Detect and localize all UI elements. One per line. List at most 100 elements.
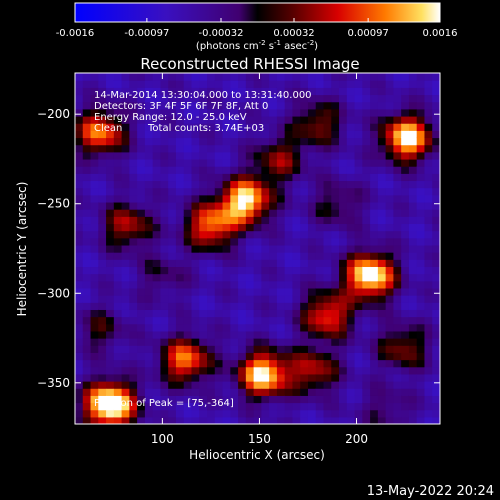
heatmap-cell [292, 158, 301, 167]
heatmap-cell [424, 402, 433, 411]
heatmap-cell [144, 259, 154, 268]
heatmap-cell [137, 173, 146, 182]
heatmap-cell [144, 137, 154, 146]
heatmap-cell [207, 316, 216, 325]
heatmap-cell [424, 416, 433, 424]
heatmap-cell [191, 108, 200, 117]
heatmap-cell [238, 252, 247, 260]
heatmap-cell [207, 80, 216, 88]
heatmap-cell [222, 87, 231, 96]
heatmap-cell [144, 273, 154, 282]
heatmap-cell [106, 416, 115, 424]
heatmap-cell [284, 166, 294, 174]
heatmap-cell [393, 302, 402, 310]
heatmap-cell [144, 244, 154, 253]
heatmap-cell [346, 287, 356, 296]
heatmap-cell [144, 352, 154, 361]
heatmap-cell [253, 259, 262, 268]
heatmap-cell [129, 216, 138, 225]
heatmap-cell [307, 216, 317, 225]
heatmap-cell [253, 108, 262, 117]
heatmap-cell [401, 123, 410, 131]
heatmap-cell [370, 402, 379, 411]
heatmap-cell [323, 330, 332, 339]
heatmap-cell [121, 230, 130, 239]
heatmap-cell [408, 259, 418, 268]
heatmap-cell [168, 108, 177, 117]
heatmap-cell [121, 302, 130, 310]
heatmap-cell [276, 144, 286, 153]
heatmap-cell [137, 223, 146, 232]
heatmap-cell [292, 73, 301, 81]
heatmap-cell [106, 316, 115, 325]
heatmap-cell [362, 166, 371, 174]
heatmap-cell [416, 216, 426, 225]
heatmap-cell [253, 287, 262, 296]
heatmap-cell [168, 287, 177, 296]
heatmap-cell [370, 144, 379, 153]
heatmap-cell [393, 416, 402, 424]
heatmap-cell [276, 330, 286, 339]
heatmap-cell [331, 244, 340, 253]
heatmap-cell [315, 237, 325, 246]
heatmap-cell [432, 201, 440, 210]
heatmap-cell [160, 94, 169, 103]
heatmap-cell [307, 302, 317, 310]
heatmap-cell [276, 302, 286, 310]
heatmap-cell [160, 266, 169, 275]
heatmap-cell [98, 416, 107, 424]
heatmap-cell [121, 80, 130, 88]
heatmap-cell [432, 230, 440, 239]
heatmap-cell [82, 388, 92, 396]
heatmap-cell [370, 94, 379, 103]
heatmap-cell [284, 359, 294, 368]
heatmap-cell [75, 266, 84, 275]
heatmap-cell [253, 388, 262, 396]
heatmap-cell [82, 395, 92, 404]
heatmap-cell [137, 130, 146, 139]
heatmap-cell [261, 309, 270, 318]
heatmap-cell [98, 80, 107, 88]
heatmap-cell [385, 316, 395, 325]
heatmap-cell [416, 373, 426, 382]
heatmap-cell [129, 295, 138, 303]
heatmap-cell [152, 345, 162, 353]
heatmap-cell [339, 108, 348, 117]
heatmap-cell [346, 94, 356, 103]
heatmap-cell [98, 180, 107, 189]
heatmap-cell [276, 230, 286, 239]
heatmap-cell [214, 373, 224, 382]
heatmap-cell [222, 201, 231, 210]
heatmap-cell [82, 144, 92, 153]
heatmap-cell [168, 388, 177, 396]
heatmap-cell [137, 352, 146, 361]
heatmap-cell [113, 115, 123, 124]
heatmap-cell [261, 173, 270, 182]
heatmap-cell [245, 216, 255, 225]
heatmap-cell [354, 158, 363, 167]
heatmap-cell [307, 166, 317, 174]
heatmap-cell [269, 388, 278, 396]
heatmap-cell [238, 216, 247, 225]
heatmap-cell [393, 151, 402, 160]
heatmap-cell [362, 173, 371, 182]
heatmap-cell [284, 373, 294, 382]
heatmap-cell [385, 130, 395, 139]
heatmap-cell [393, 295, 402, 303]
heatmap-cell [160, 101, 169, 110]
heatmap-cell [253, 416, 262, 424]
heatmap-cell [183, 137, 193, 146]
heatmap-cell [292, 345, 301, 353]
heatmap-cell [245, 137, 255, 146]
heatmap-cell [354, 137, 363, 146]
heatmap-cell [424, 381, 433, 389]
heatmap-cell [424, 223, 433, 232]
heatmap-cell [354, 115, 363, 124]
heatmap-cell [362, 338, 371, 346]
heatmap-cell [253, 194, 262, 203]
heatmap-cell [269, 123, 278, 131]
heatmap-cell [160, 158, 169, 167]
heatmap-cell [269, 201, 278, 210]
heatmap-cell [129, 338, 138, 346]
heatmap-cell [416, 280, 426, 289]
